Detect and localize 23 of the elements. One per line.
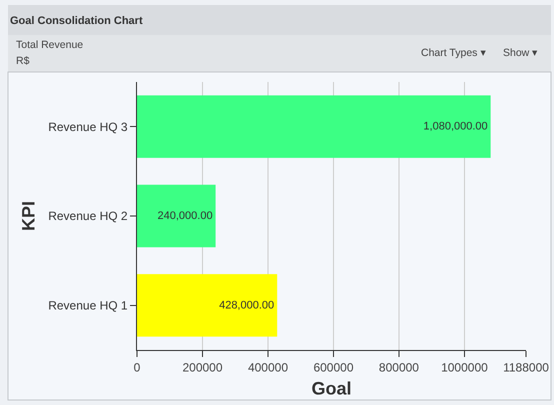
text: Show ▾ [503,47,538,59]
data-label: 428,000.00 [219,299,274,312]
y-tick-label: Revenue HQ 3 [48,120,128,134]
x-axis-title: Goal [311,378,352,398]
x-tick-label: 600000 [313,360,354,374]
text: R$ [16,55,30,67]
x-tick-label: 0 [134,360,141,374]
data-label: 240,000.00 [158,210,213,222]
data-label: 1,080,000.00 [423,120,488,133]
bar [137,274,278,337]
y-tick-label: Revenue HQ 1 [48,298,128,313]
x-tick-label: 1188000 [503,360,550,374]
x-tick-label: 1000000 [441,360,488,374]
x-tick-label: 800000 [378,360,420,374]
chart-title: Goal Consolidation Chart [10,14,143,27]
bar [137,184,216,248]
x-tick-label: 200000 [182,360,223,374]
y-axis-title: KPI [18,200,38,232]
x-tick-label: 400000 [248,360,288,374]
bar [137,95,491,158]
text: Total Revenue [16,39,84,51]
y-tick-label: Revenue HQ 2 [48,209,128,224]
text: Chart Types ▾ [421,47,486,59]
